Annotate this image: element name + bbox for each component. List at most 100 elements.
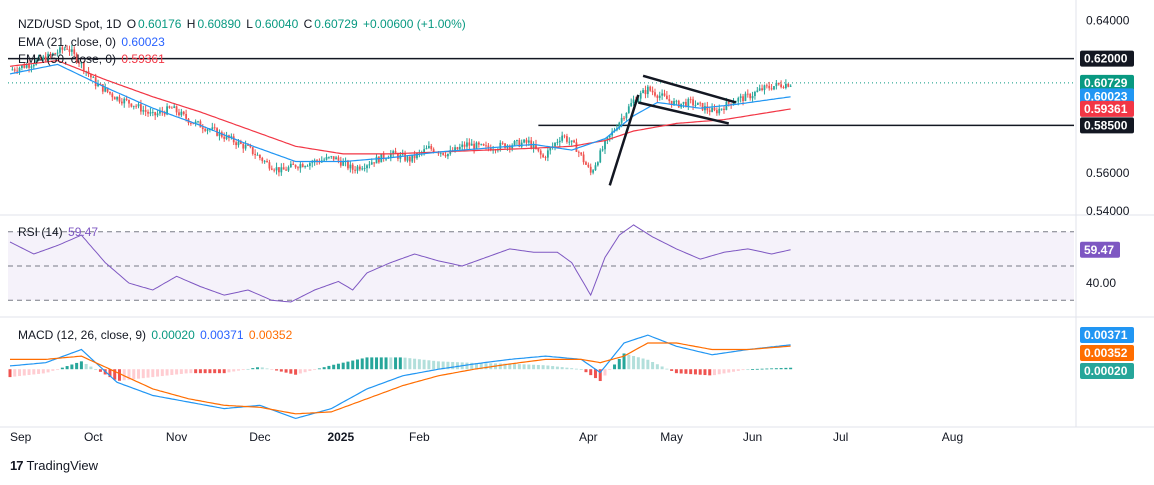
candle-body	[749, 94, 752, 99]
macd-histogram-bar	[527, 364, 531, 370]
macd-histogram-bar	[41, 369, 45, 374]
candle-body	[261, 157, 264, 162]
footer: 17 TradingView	[10, 458, 98, 473]
ema21-line	[9, 63, 791, 163]
macd-histogram-bar	[622, 353, 626, 370]
candle-body	[742, 96, 744, 102]
macd-histogram-bar	[751, 369, 755, 370]
macd-histogram-bar	[375, 357, 379, 370]
macd-label: MACD (12, 26, close, 9)	[18, 328, 147, 342]
candle-body	[573, 140, 575, 143]
candle-body	[275, 167, 278, 171]
candle-body	[101, 84, 104, 92]
candle-body	[411, 154, 414, 162]
candle-body	[644, 90, 647, 95]
candle-body	[297, 167, 299, 169]
candle-body	[527, 140, 530, 143]
macd-histogram-bar	[222, 369, 226, 374]
candle-body	[149, 112, 152, 114]
candle-body	[423, 149, 426, 153]
macd-histogram-bar	[536, 364, 540, 370]
candle-body	[596, 162, 599, 166]
candle-body	[140, 104, 142, 112]
time-tick-label: Nov	[166, 430, 187, 444]
candle-body	[649, 86, 652, 91]
candle-body	[775, 82, 778, 87]
candle-body	[159, 111, 161, 114]
price-tick-label: 0.64000	[1086, 14, 1130, 28]
macd-histogram-bar	[641, 358, 645, 370]
macd-histogram-bar	[779, 368, 783, 370]
candle-body	[54, 53, 57, 55]
candle-body	[11, 69, 14, 71]
candle-body	[754, 91, 756, 97]
macd-histogram-bar	[712, 369, 716, 376]
candle-body	[561, 135, 564, 141]
macd-histogram-bar	[451, 361, 455, 370]
candle-body	[566, 136, 568, 142]
candle-body	[356, 166, 359, 171]
candle-body	[599, 150, 602, 163]
candle-body	[673, 101, 675, 106]
candle-body	[542, 154, 545, 158]
open-label: O	[126, 17, 137, 31]
time-tick-label: Sep	[10, 430, 32, 444]
macd-legend: MACD (12, 26, close, 9) 0.00020 0.00371 …	[18, 328, 294, 342]
candle-body	[389, 153, 392, 158]
macd-histogram-bar	[60, 367, 64, 370]
macd-histogram-bar	[617, 358, 621, 370]
candle-body	[201, 127, 204, 130]
candle-body	[113, 97, 116, 100]
macd-histogram-bar	[165, 369, 169, 376]
macd-histogram-bar	[156, 369, 160, 377]
time-tick-label: Aug	[942, 430, 963, 444]
candle-body	[756, 90, 759, 92]
macd-histogram-bar	[256, 367, 260, 370]
macd-histogram-bar	[498, 363, 502, 370]
candle-body	[427, 146, 430, 149]
candle-body	[125, 98, 128, 100]
macd-histogram-bar	[670, 369, 674, 371]
candle-body	[170, 107, 173, 109]
candle-body	[675, 100, 678, 102]
candle-body	[642, 90, 644, 94]
candle-body	[94, 77, 97, 87]
macd-histogram-bar	[22, 369, 26, 376]
candle-body	[289, 163, 292, 168]
candle-body	[109, 91, 111, 94]
candle-body	[392, 151, 395, 154]
candle-body	[546, 150, 549, 158]
macd-histogram-bar	[98, 369, 102, 372]
rsi-legend: RSI (14) 59.47	[18, 225, 100, 239]
candle-body	[516, 140, 518, 142]
macd-histogram-bar	[260, 367, 264, 370]
candle-body	[204, 129, 207, 131]
macd-histogram-bar	[403, 357, 407, 370]
macd-histogram-bar	[603, 369, 607, 376]
candle-body	[746, 93, 749, 95]
candle-body	[132, 105, 135, 107]
candle-body	[708, 110, 711, 112]
candle-body	[25, 64, 28, 68]
macd-histogram-bar	[246, 368, 250, 370]
candle-body	[111, 93, 114, 98]
macd-histogram-bar	[289, 369, 293, 374]
macd-tag-text: 0.00352	[1084, 346, 1128, 360]
macd-histogram-bar	[760, 368, 764, 370]
candle-body	[339, 160, 342, 166]
candle-body	[61, 47, 64, 50]
ema50-line	[9, 59, 791, 155]
candle-body	[504, 143, 506, 149]
candle-body	[413, 154, 416, 159]
macd-histogram-bar	[65, 366, 69, 370]
candle-body	[342, 161, 345, 166]
macd-histogram-bar	[698, 369, 702, 375]
macd-histogram-bar	[408, 358, 412, 370]
candle-body	[501, 142, 504, 144]
candle-body	[147, 111, 149, 114]
macd-histogram-bar	[194, 369, 198, 374]
candle-body	[482, 144, 485, 146]
macd-histogram-bar	[236, 369, 240, 371]
candle-body	[487, 145, 490, 149]
